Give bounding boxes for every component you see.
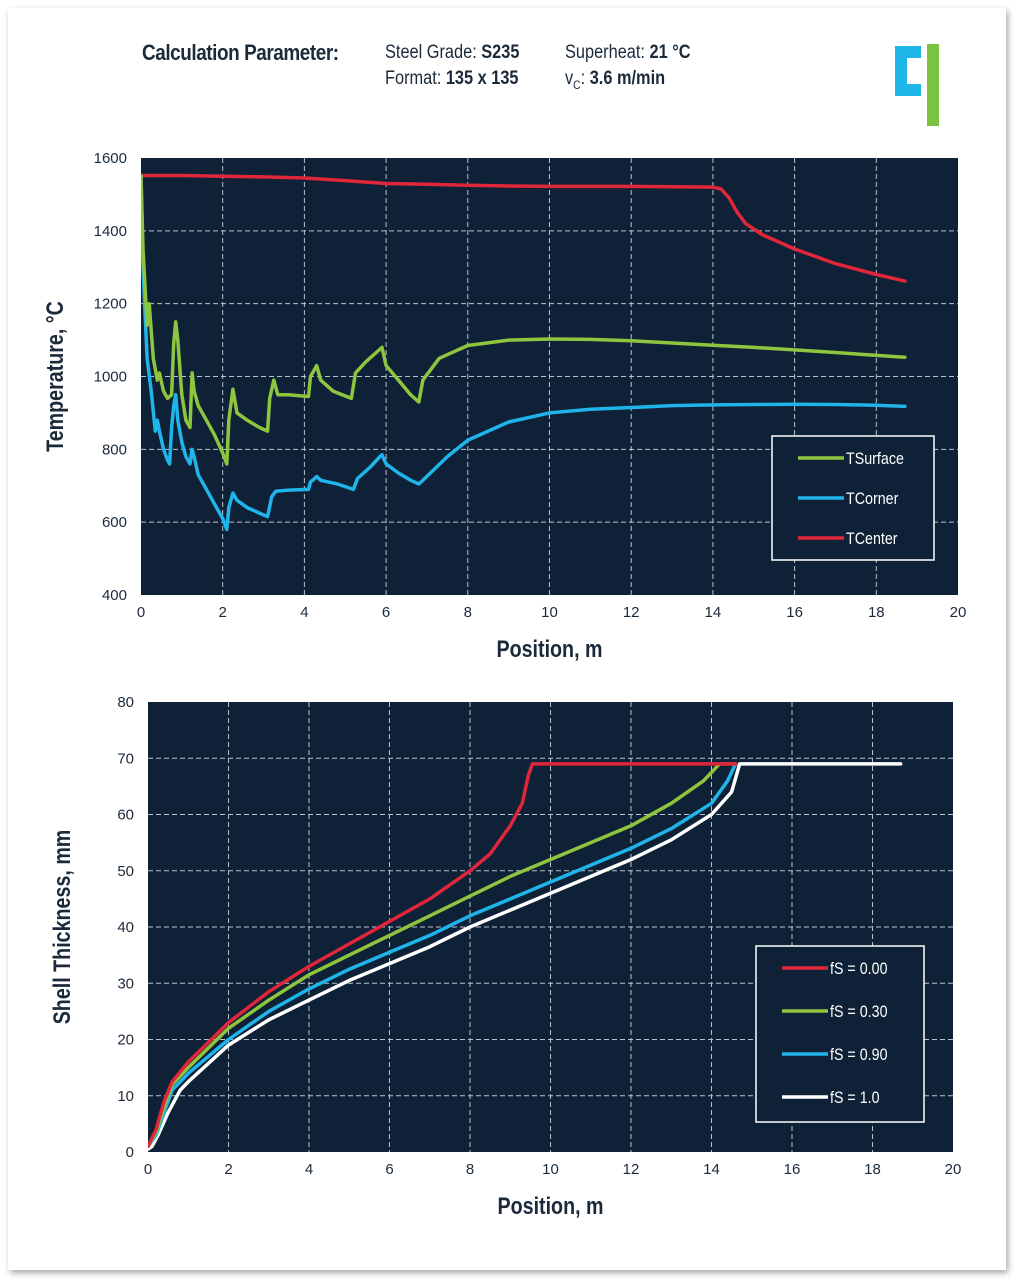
chart-1-x-tick-label: 12 xyxy=(623,604,640,621)
chart-2-series-line-fs-0-30 xyxy=(148,762,738,1149)
chart-1-y-tick-label: 1400 xyxy=(94,223,127,240)
chart-1-x-tick-label: 18 xyxy=(868,604,885,621)
chart-1-y-axis-title: Temperature, °C xyxy=(41,301,68,452)
chart-1-x-tick-label: 8 xyxy=(464,604,472,621)
casting-speed-value: 3.6 m/min xyxy=(589,68,666,89)
chart-1-series-line-tcorner xyxy=(141,174,907,532)
format-value: 135 x 135 xyxy=(445,68,519,89)
chart-1-series-line-tcenter xyxy=(141,173,907,283)
chart-1-x-tick-label: 14 xyxy=(705,604,722,621)
chart-2-y-tick-label: 80 xyxy=(117,694,134,711)
chart-1-y-tick-label: 600 xyxy=(102,514,127,531)
chart-1-x-tick-label: 2 xyxy=(219,604,227,621)
chart-2-x-tick-label: 14 xyxy=(703,1161,720,1178)
company-logo-icon xyxy=(895,44,939,126)
shell-thickness-chart: 0 2 4 6 8 10 12 14 16 18 20 0 10 20 30 40 50 60 70 80 Positi… xyxy=(48,694,962,1219)
chart-1-x-tick-label: 6 xyxy=(382,604,390,621)
casting-speed-label-main: v xyxy=(565,68,574,89)
chart-2-x-tick-label: 10 xyxy=(542,1161,559,1178)
steel-grade-value: S235 xyxy=(481,42,520,63)
chart-2-y-tick-label: 30 xyxy=(117,975,134,992)
chart-1-x-tick-label: 4 xyxy=(300,604,308,621)
parameter-column-2: Superheat: 21 °C vC: 3.6 m/min xyxy=(565,40,691,98)
chart-2-x-tick-label: 20 xyxy=(945,1161,962,1178)
superheat-row: Superheat: 21 °C xyxy=(565,40,691,66)
chart-2-x-tick-label: 18 xyxy=(864,1161,881,1178)
chart-2-legend-label: fS = 0.90 xyxy=(830,1046,888,1064)
chart-2-y-tick-label: 70 xyxy=(117,750,134,767)
chart-1-y-tick-label: 1200 xyxy=(94,296,127,313)
chart-2-series-group xyxy=(148,762,903,1151)
chart-1-series-line-tsurface xyxy=(141,174,907,466)
steel-grade-row: Steel Grade: S235 xyxy=(385,40,519,66)
parameter-title: Calculation Parameter: xyxy=(142,40,339,65)
chart-2-y-tick-label: 40 xyxy=(117,919,134,936)
chart-2-y-tick-label: 60 xyxy=(117,807,134,824)
chart-2-legend-label: fS = 0.00 xyxy=(830,960,888,978)
format-row: Format: 135 x 135 xyxy=(385,66,519,92)
casting-speed-label-colon: : xyxy=(580,68,590,89)
chart-1-legend: TSurface TCorner TCenter xyxy=(771,435,935,561)
format-label: Format: xyxy=(385,68,446,89)
chart-1-y-tick-label: 400 xyxy=(102,587,127,604)
superheat-label: Superheat: xyxy=(565,42,650,63)
chart-2-y-axis-title: Shell Thickness, mm xyxy=(48,830,75,1025)
casting-speed-label-sub: C xyxy=(573,77,581,92)
chart-1-y-tick-label: 800 xyxy=(102,441,127,458)
chart-1-series-group xyxy=(141,173,907,532)
chart-2-x-tick-label: 8 xyxy=(466,1161,474,1178)
chart-2-legend-label: fS = 0.30 xyxy=(830,1003,888,1021)
chart-1-x-tick-label: 0 xyxy=(137,604,145,621)
chart-2-x-axis-title: Position, m xyxy=(497,1192,603,1219)
chart-2-series-line-fs-0-00 xyxy=(148,762,738,1149)
chart-2-x-tick-label: 0 xyxy=(144,1161,152,1178)
chart-2-x-tick-label: 6 xyxy=(385,1161,393,1178)
chart-2-y-tick-label: 20 xyxy=(117,1032,134,1049)
chart-1-legend-label: TCenter xyxy=(846,530,898,548)
chart-2-x-tick-label: 12 xyxy=(623,1161,640,1178)
chart-2-legend: fS = 0.00 fS = 0.30 fS = 0.90 fS = 1.0 xyxy=(755,945,925,1123)
temperature-chart: 0 2 4 6 8 10 12 14 16 18 20 400 600 800 1000 1200 1400 16… xyxy=(41,150,967,662)
chart-2-legend-label: fS = 1.0 xyxy=(830,1089,880,1107)
chart-2-y-tick-label: 10 xyxy=(117,1088,134,1105)
chart-2-x-tick-label: 16 xyxy=(784,1161,801,1178)
chart-2-y-tick-label: 50 xyxy=(117,863,134,880)
casting-speed-row: vC: 3.6 m/min xyxy=(565,66,691,98)
chart-1-y-tick-label: 1600 xyxy=(94,150,127,167)
chart-1-x-tick-label: 16 xyxy=(786,604,803,621)
chart-2-x-tick-label: 4 xyxy=(305,1161,313,1178)
steel-grade-label: Steel Grade: xyxy=(385,42,482,63)
chart-2-legend-box xyxy=(755,945,925,1123)
chart-1-y-tick-label: 1000 xyxy=(94,369,127,386)
chart-1-x-tick-label: 20 xyxy=(950,604,967,621)
parameter-column-1: Steel Grade: S235 Format: 135 x 135 xyxy=(385,40,519,92)
chart-1-x-tick-label: 10 xyxy=(541,604,558,621)
chart-1-x-axis-title: Position, m xyxy=(496,635,602,662)
chart-1-legend-label: TSurface xyxy=(846,450,904,468)
chart-2-y-tick-label: 0 xyxy=(126,1144,134,1161)
chart-2-series-line-fs-1-0 xyxy=(148,762,903,1151)
chart-1-legend-label: TCorner xyxy=(846,490,898,508)
chart-2-x-tick-label: 2 xyxy=(224,1161,232,1178)
superheat-value: 21 °C xyxy=(649,42,691,63)
chart-2-series-line-fs-0-90 xyxy=(148,762,738,1149)
